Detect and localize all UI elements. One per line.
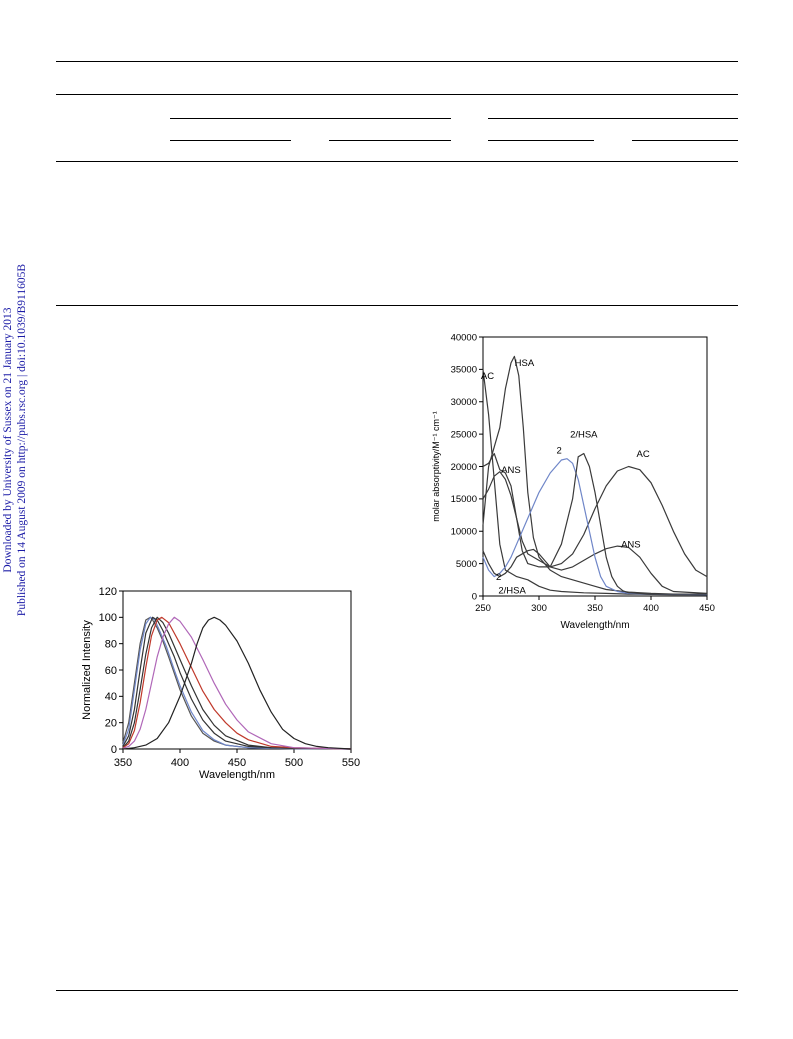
- series-line-6: [482, 452, 707, 595]
- y-axis-title: Normalized Intensity: [81, 620, 93, 720]
- curve-annotation: 2/HSA: [570, 429, 598, 440]
- x-tick-label: 450: [228, 757, 246, 769]
- table-bottom-rule: [56, 305, 738, 306]
- y-tick-label: 35000: [451, 365, 477, 376]
- x-axis-title: Wavelength/nm: [199, 769, 275, 781]
- y-tick-label: 20000: [451, 462, 477, 473]
- x-tick-label: 400: [643, 603, 659, 614]
- y-tick-label: 20: [105, 718, 117, 730]
- table-body-rule: [56, 161, 738, 162]
- y-axis-title: molar absorptivity/M⁻¹ cm⁻¹: [431, 411, 441, 522]
- series-line-3: [482, 452, 708, 578]
- table-top-rule: [56, 61, 738, 62]
- series-line-5: [122, 616, 352, 750]
- y-tick-label: 30000: [451, 397, 477, 408]
- curve-annotation: ANS: [501, 465, 521, 476]
- y-tick-label: 100: [99, 612, 117, 624]
- y-tick-label: 60: [105, 665, 117, 677]
- curve-annotation: 2: [557, 446, 562, 457]
- download-notice: Downloaded by University of Sussex on 21…: [0, 0, 30, 1039]
- absorption-spectra-chart: 250 300 350 400 450 0 5000 10000 15000 20000 25000…: [431, 332, 715, 631]
- y-tick-label: 120: [99, 586, 117, 598]
- curve-annotation: ANS: [621, 539, 641, 550]
- y-tick-label: 0: [111, 744, 117, 756]
- series-line-3: [122, 616, 352, 750]
- series-line-1: [122, 616, 352, 750]
- download-notice-line-2: Published on 14 August 2009 on http://pu…: [16, 263, 28, 617]
- y-tick-label: 15000: [451, 494, 477, 505]
- table-subcol-rule-1: [170, 140, 291, 141]
- y-tick-label: 5000: [456, 559, 477, 570]
- x-tick-label: 400: [171, 757, 189, 769]
- download-notice-line-1: Downloaded by University of Sussex on 21…: [2, 307, 14, 573]
- x-tick-label: 450: [699, 603, 715, 614]
- emission-spectra-chart: 350 400 450 500 550 0 20 40 60 80 100 120 Wavelength…: [81, 586, 360, 781]
- y-tick-label: 80: [105, 639, 117, 651]
- y-tick-label: 25000: [451, 429, 477, 440]
- series-line-4: [482, 471, 708, 594]
- curve-annotation: 2: [496, 572, 501, 583]
- series-line-6: [122, 616, 352, 750]
- table-subcol-rule-2: [329, 140, 451, 141]
- y-tick-label: 0: [472, 591, 477, 602]
- table-group-rule-right: [488, 118, 738, 119]
- x-tick-label: 300: [531, 603, 547, 614]
- curve-annotation: 2/HSA: [498, 585, 526, 596]
- x-tick-label: 350: [114, 757, 132, 769]
- curve-annotation: AC: [481, 371, 494, 382]
- x-axis-title: Wavelength/nm: [560, 620, 629, 631]
- y-tick-label: 40000: [451, 332, 477, 343]
- table-header-rule: [56, 94, 738, 95]
- series-line-1: [482, 355, 708, 596]
- y-tick-label: 40: [105, 691, 117, 703]
- curve-annotation: HSA: [515, 358, 535, 369]
- x-tick-label: 550: [342, 757, 360, 769]
- table-group-rule-left: [170, 118, 451, 119]
- table-subcol-rule-4: [632, 140, 738, 141]
- series-line-5: [482, 458, 708, 596]
- table-subcol-rule-3: [488, 140, 594, 141]
- series-line-7: [122, 616, 352, 750]
- x-tick-label: 250: [475, 603, 491, 614]
- series-line-4: [122, 616, 352, 750]
- y-tick-label: 10000: [451, 527, 477, 538]
- curve-annotation: AC: [637, 449, 650, 460]
- plot-frame: [122, 590, 352, 750]
- page-footer-rule: [56, 990, 738, 991]
- series-line-2: [482, 369, 707, 596]
- series-line-2: [122, 616, 352, 750]
- x-tick-label: 500: [285, 757, 303, 769]
- x-tick-label: 350: [587, 603, 603, 614]
